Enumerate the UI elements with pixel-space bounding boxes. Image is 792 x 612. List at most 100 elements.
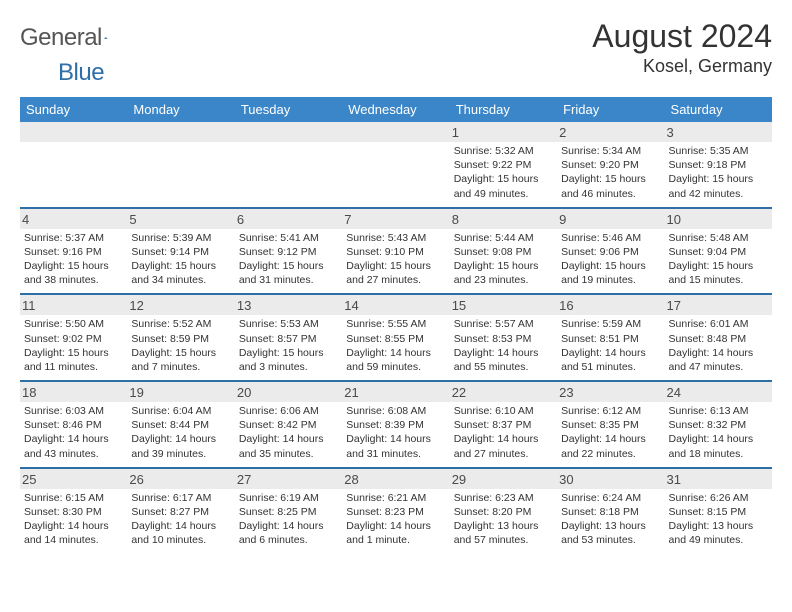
calendar-cell: 13Sunrise: 5:53 AMSunset: 8:57 PMDayligh… xyxy=(235,294,342,381)
weekday-header-row: SundayMondayTuesdayWednesdayThursdayFrid… xyxy=(20,97,772,122)
day-info: Sunrise: 6:12 AMSunset: 8:35 PMDaylight:… xyxy=(561,404,660,461)
day-number: 12 xyxy=(127,295,234,315)
day-number: 26 xyxy=(127,469,234,489)
day-number: 28 xyxy=(342,469,449,489)
calendar-cell: 22Sunrise: 6:10 AMSunset: 8:37 PMDayligh… xyxy=(450,381,557,468)
weekday-header: Wednesday xyxy=(342,97,449,122)
day-number: 14 xyxy=(342,295,449,315)
weekday-header: Thursday xyxy=(450,97,557,122)
calendar-cell: 8Sunrise: 5:44 AMSunset: 9:08 PMDaylight… xyxy=(450,208,557,295)
day-info: Sunrise: 6:13 AMSunset: 8:32 PMDaylight:… xyxy=(669,404,768,461)
calendar-cell xyxy=(342,122,449,208)
calendar-cell: 24Sunrise: 6:13 AMSunset: 8:32 PMDayligh… xyxy=(665,381,772,468)
calendar-cell: 10Sunrise: 5:48 AMSunset: 9:04 PMDayligh… xyxy=(665,208,772,295)
day-number: 4 xyxy=(20,209,127,229)
logo: General xyxy=(20,18,128,52)
day-number: 19 xyxy=(127,382,234,402)
day-info: Sunrise: 5:52 AMSunset: 8:59 PMDaylight:… xyxy=(131,317,230,374)
calendar-cell: 5Sunrise: 5:39 AMSunset: 9:14 PMDaylight… xyxy=(127,208,234,295)
day-info: Sunrise: 6:01 AMSunset: 8:48 PMDaylight:… xyxy=(669,317,768,374)
calendar-cell xyxy=(235,122,342,208)
day-number: 6 xyxy=(235,209,342,229)
logo-sail-icon xyxy=(104,29,108,47)
day-number: 24 xyxy=(665,382,772,402)
calendar-cell: 15Sunrise: 5:57 AMSunset: 8:53 PMDayligh… xyxy=(450,294,557,381)
day-number-empty xyxy=(20,122,127,142)
calendar-week: 11Sunrise: 5:50 AMSunset: 9:02 PMDayligh… xyxy=(20,294,772,381)
logo-text-b: Blue xyxy=(58,59,104,87)
weekday-header: Tuesday xyxy=(235,97,342,122)
day-number: 15 xyxy=(450,295,557,315)
day-info: Sunrise: 6:26 AMSunset: 8:15 PMDaylight:… xyxy=(669,491,768,548)
weekday-header: Friday xyxy=(557,97,664,122)
day-info: Sunrise: 6:06 AMSunset: 8:42 PMDaylight:… xyxy=(239,404,338,461)
calendar-cell: 30Sunrise: 6:24 AMSunset: 8:18 PMDayligh… xyxy=(557,468,664,554)
day-number: 22 xyxy=(450,382,557,402)
day-number: 5 xyxy=(127,209,234,229)
calendar-week: 25Sunrise: 6:15 AMSunset: 8:30 PMDayligh… xyxy=(20,468,772,554)
calendar-cell: 28Sunrise: 6:21 AMSunset: 8:23 PMDayligh… xyxy=(342,468,449,554)
calendar-cell: 3Sunrise: 5:35 AMSunset: 9:18 PMDaylight… xyxy=(665,122,772,208)
weekday-header: Sunday xyxy=(20,97,127,122)
day-number: 29 xyxy=(450,469,557,489)
day-number: 11 xyxy=(20,295,127,315)
day-info: Sunrise: 6:10 AMSunset: 8:37 PMDaylight:… xyxy=(454,404,553,461)
day-number: 27 xyxy=(235,469,342,489)
calendar-cell: 4Sunrise: 5:37 AMSunset: 9:16 PMDaylight… xyxy=(20,208,127,295)
day-info: Sunrise: 5:34 AMSunset: 9:20 PMDaylight:… xyxy=(561,144,660,201)
calendar-cell: 27Sunrise: 6:19 AMSunset: 8:25 PMDayligh… xyxy=(235,468,342,554)
calendar-cell: 9Sunrise: 5:46 AMSunset: 9:06 PMDaylight… xyxy=(557,208,664,295)
calendar-week: 4Sunrise: 5:37 AMSunset: 9:16 PMDaylight… xyxy=(20,208,772,295)
calendar-cell xyxy=(20,122,127,208)
day-number: 20 xyxy=(235,382,342,402)
calendar-cell: 31Sunrise: 6:26 AMSunset: 8:15 PMDayligh… xyxy=(665,468,772,554)
day-number: 7 xyxy=(342,209,449,229)
day-number-empty xyxy=(235,122,342,142)
month-title: August 2024 xyxy=(592,18,772,55)
calendar-cell: 18Sunrise: 6:03 AMSunset: 8:46 PMDayligh… xyxy=(20,381,127,468)
calendar-cell: 6Sunrise: 5:41 AMSunset: 9:12 PMDaylight… xyxy=(235,208,342,295)
calendar-cell: 1Sunrise: 5:32 AMSunset: 9:22 PMDaylight… xyxy=(450,122,557,208)
day-number: 17 xyxy=(665,295,772,315)
day-info: Sunrise: 5:57 AMSunset: 8:53 PMDaylight:… xyxy=(454,317,553,374)
day-info: Sunrise: 5:43 AMSunset: 9:10 PMDaylight:… xyxy=(346,231,445,288)
day-info: Sunrise: 6:03 AMSunset: 8:46 PMDaylight:… xyxy=(24,404,123,461)
weekday-header: Monday xyxy=(127,97,234,122)
day-number: 25 xyxy=(20,469,127,489)
day-info: Sunrise: 6:19 AMSunset: 8:25 PMDaylight:… xyxy=(239,491,338,548)
day-info: Sunrise: 5:59 AMSunset: 8:51 PMDaylight:… xyxy=(561,317,660,374)
location: Kosel, Germany xyxy=(592,56,772,77)
day-info: Sunrise: 5:44 AMSunset: 9:08 PMDaylight:… xyxy=(454,231,553,288)
day-info: Sunrise: 5:41 AMSunset: 9:12 PMDaylight:… xyxy=(239,231,338,288)
calendar-cell: 25Sunrise: 6:15 AMSunset: 8:30 PMDayligh… xyxy=(20,468,127,554)
day-number: 9 xyxy=(557,209,664,229)
day-number: 31 xyxy=(665,469,772,489)
day-info: Sunrise: 5:50 AMSunset: 9:02 PMDaylight:… xyxy=(24,317,123,374)
calendar-cell: 11Sunrise: 5:50 AMSunset: 9:02 PMDayligh… xyxy=(20,294,127,381)
calendar-cell: 23Sunrise: 6:12 AMSunset: 8:35 PMDayligh… xyxy=(557,381,664,468)
calendar-cell: 17Sunrise: 6:01 AMSunset: 8:48 PMDayligh… xyxy=(665,294,772,381)
day-number: 30 xyxy=(557,469,664,489)
weekday-header: Saturday xyxy=(665,97,772,122)
calendar-cell: 26Sunrise: 6:17 AMSunset: 8:27 PMDayligh… xyxy=(127,468,234,554)
day-number-empty xyxy=(127,122,234,142)
day-info: Sunrise: 5:32 AMSunset: 9:22 PMDaylight:… xyxy=(454,144,553,201)
calendar-table: SundayMondayTuesdayWednesdayThursdayFrid… xyxy=(20,97,772,553)
day-number: 23 xyxy=(557,382,664,402)
day-info: Sunrise: 5:48 AMSunset: 9:04 PMDaylight:… xyxy=(669,231,768,288)
calendar-week: 18Sunrise: 6:03 AMSunset: 8:46 PMDayligh… xyxy=(20,381,772,468)
day-info: Sunrise: 6:17 AMSunset: 8:27 PMDaylight:… xyxy=(131,491,230,548)
day-number: 1 xyxy=(450,122,557,142)
day-number: 21 xyxy=(342,382,449,402)
title-block: August 2024 Kosel, Germany xyxy=(592,18,772,77)
day-number: 3 xyxy=(665,122,772,142)
calendar-cell: 20Sunrise: 6:06 AMSunset: 8:42 PMDayligh… xyxy=(235,381,342,468)
calendar-cell: 2Sunrise: 5:34 AMSunset: 9:20 PMDaylight… xyxy=(557,122,664,208)
calendar-cell: 16Sunrise: 5:59 AMSunset: 8:51 PMDayligh… xyxy=(557,294,664,381)
day-number: 16 xyxy=(557,295,664,315)
day-info: Sunrise: 5:46 AMSunset: 9:06 PMDaylight:… xyxy=(561,231,660,288)
day-info: Sunrise: 6:08 AMSunset: 8:39 PMDaylight:… xyxy=(346,404,445,461)
logo-text-a: General xyxy=(20,24,102,52)
calendar-cell: 14Sunrise: 5:55 AMSunset: 8:55 PMDayligh… xyxy=(342,294,449,381)
calendar-cell: 29Sunrise: 6:23 AMSunset: 8:20 PMDayligh… xyxy=(450,468,557,554)
